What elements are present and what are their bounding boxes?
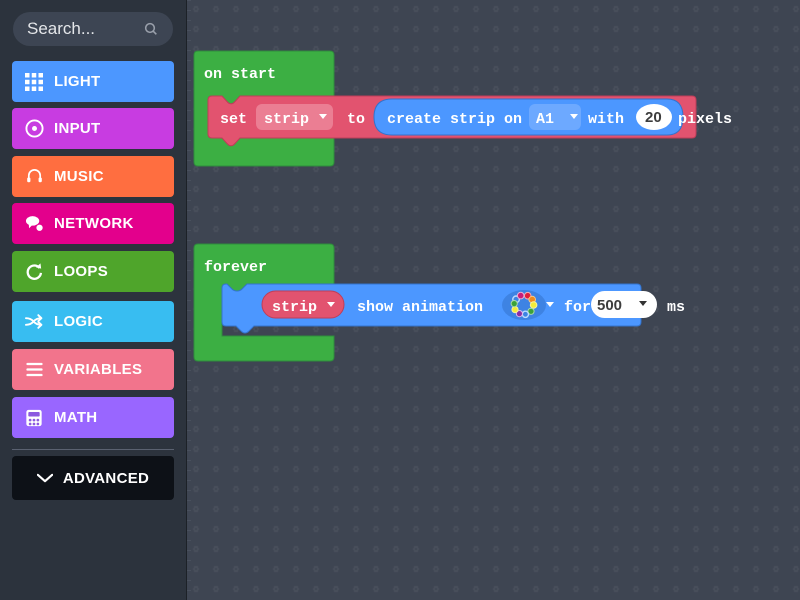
svg-text:ms: ms	[667, 299, 685, 316]
svg-text:show animation: show animation	[357, 299, 483, 316]
svg-text:with: with	[588, 111, 624, 128]
svg-text:500: 500	[597, 297, 622, 314]
svg-text:on start: on start	[204, 66, 276, 83]
svg-text:for: for	[564, 299, 591, 316]
svg-text:create strip on: create strip on	[387, 111, 522, 128]
svg-text:forever: forever	[204, 259, 267, 276]
svg-text:strip: strip	[272, 299, 317, 316]
svg-text:strip: strip	[264, 111, 309, 128]
svg-text:20: 20	[645, 109, 662, 126]
svg-text:pixels: pixels	[678, 111, 732, 128]
svg-text:set: set	[220, 111, 247, 128]
svg-text:A1: A1	[536, 111, 554, 128]
svg-text:to: to	[347, 111, 365, 128]
